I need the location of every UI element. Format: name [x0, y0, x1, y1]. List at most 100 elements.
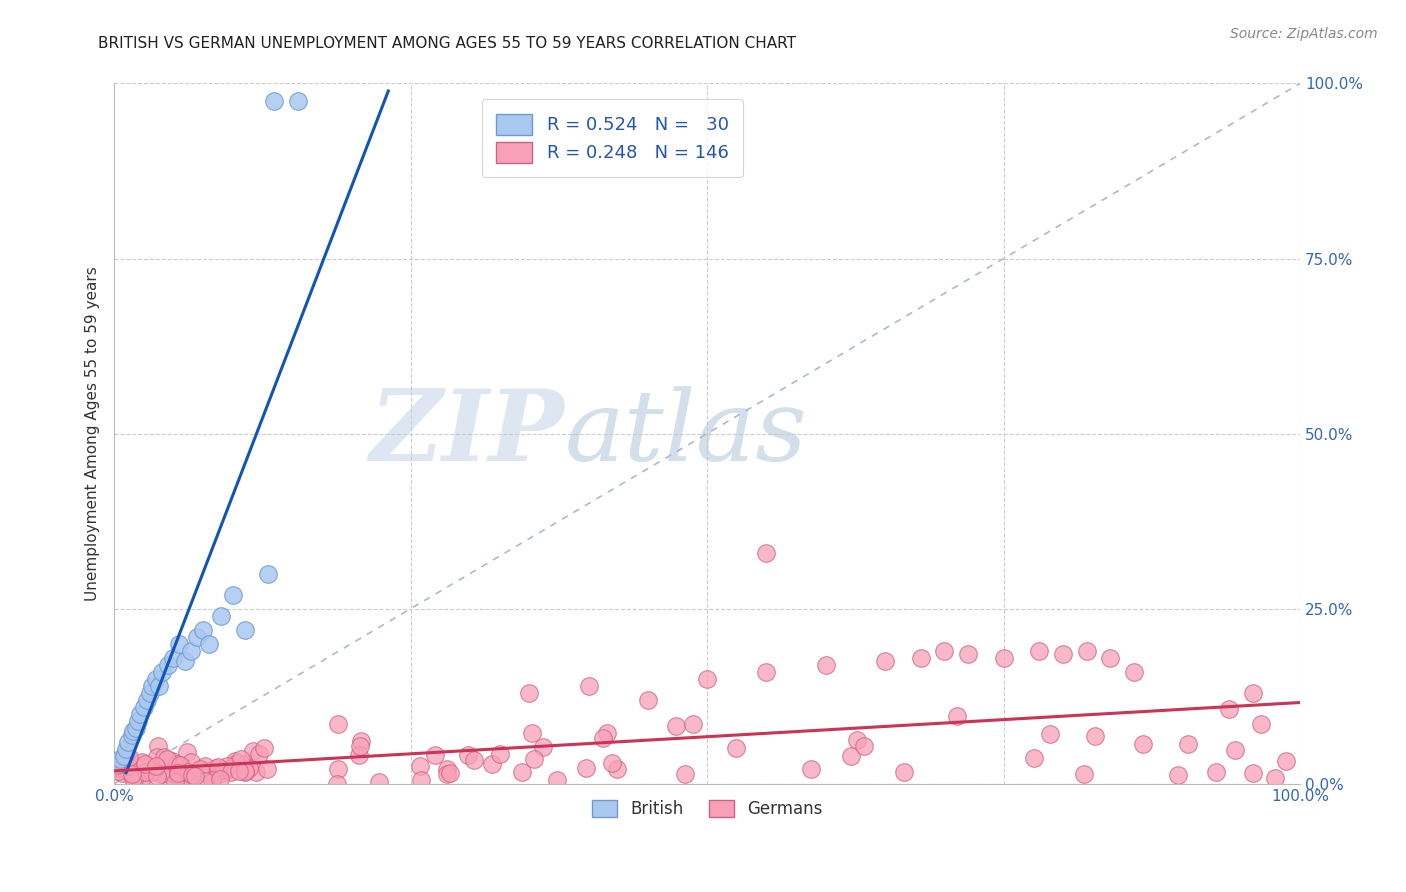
Point: [993, 650, 1015, 665]
Point: [191, 623, 214, 637]
Point: [853, 739, 876, 754]
Point: [139, 686, 162, 700]
Point: [117, 759, 139, 773]
Point: [1241, 766, 1264, 780]
Point: [1241, 686, 1264, 700]
Point: [202, 770, 225, 784]
Point: [1028, 643, 1050, 657]
Point: [169, 637, 191, 651]
Point: [215, 758, 238, 772]
Point: [117, 735, 139, 749]
Point: [238, 761, 260, 775]
Point: [156, 657, 179, 672]
Point: [1218, 702, 1240, 716]
Point: [142, 764, 165, 778]
Point: [124, 721, 146, 735]
Point: [200, 772, 222, 787]
Point: [181, 767, 204, 781]
Point: [121, 766, 143, 780]
Point: [188, 762, 211, 776]
Point: [367, 775, 389, 789]
Point: [170, 760, 193, 774]
Point: [111, 756, 134, 770]
Point: [347, 747, 370, 762]
Point: [1275, 754, 1298, 768]
Point: [800, 762, 823, 776]
Point: [257, 566, 280, 581]
Point: [107, 756, 129, 770]
Point: [665, 719, 688, 733]
Point: [253, 740, 276, 755]
Point: [233, 764, 256, 778]
Point: [1177, 738, 1199, 752]
Point: [946, 709, 969, 723]
Point: [194, 758, 217, 772]
Point: [146, 769, 169, 783]
Point: [578, 679, 600, 693]
Point: [129, 706, 152, 721]
Point: [163, 765, 186, 780]
Point: [1123, 665, 1146, 679]
Point: [156, 763, 179, 777]
Point: [1099, 650, 1122, 665]
Point: [755, 546, 778, 560]
Point: [1084, 729, 1107, 743]
Point: [910, 650, 932, 665]
Point: [198, 764, 221, 778]
Point: [118, 750, 141, 764]
Point: [169, 758, 191, 772]
Point: [194, 774, 217, 789]
Point: [176, 745, 198, 759]
Point: [145, 672, 167, 686]
Point: [198, 637, 221, 651]
Point: [208, 772, 231, 786]
Point: [194, 766, 217, 780]
Point: [155, 763, 177, 777]
Point: [326, 777, 349, 791]
Point: [112, 748, 135, 763]
Point: [814, 657, 837, 672]
Point: [200, 775, 222, 789]
Point: [233, 756, 256, 771]
Point: [135, 764, 157, 779]
Point: [120, 764, 142, 779]
Point: [108, 752, 131, 766]
Point: [184, 769, 207, 783]
Point: [1264, 771, 1286, 785]
Point: [131, 755, 153, 769]
Point: [242, 744, 264, 758]
Point: [436, 767, 458, 781]
Point: [489, 747, 512, 761]
Point: [115, 741, 138, 756]
Point: [146, 763, 169, 777]
Point: [1167, 767, 1189, 781]
Point: [118, 765, 141, 780]
Point: [179, 769, 201, 783]
Point: [150, 665, 173, 679]
Text: BRITISH VS GERMAN UNEMPLOYMENT AMONG AGES 55 TO 59 YEARS CORRELATION CHART: BRITISH VS GERMAN UNEMPLOYMENT AMONG AGE…: [98, 36, 796, 51]
Text: ZIP: ZIP: [370, 385, 565, 482]
Point: [228, 764, 250, 778]
Point: [1052, 647, 1074, 661]
Point: [127, 714, 149, 728]
Point: [177, 764, 200, 779]
Point: [287, 94, 309, 108]
Point: [696, 672, 718, 686]
Point: [606, 762, 628, 776]
Point: [673, 766, 696, 780]
Point: [1073, 767, 1095, 781]
Point: [160, 754, 183, 768]
Point: [222, 588, 245, 602]
Point: [169, 765, 191, 780]
Point: [846, 732, 869, 747]
Point: [150, 766, 173, 780]
Point: [212, 763, 235, 777]
Point: [531, 739, 554, 754]
Point: [134, 756, 156, 771]
Point: [226, 756, 249, 770]
Point: [114, 750, 136, 764]
Point: [221, 764, 243, 779]
Point: [409, 773, 432, 788]
Point: [481, 757, 503, 772]
Point: [724, 741, 747, 756]
